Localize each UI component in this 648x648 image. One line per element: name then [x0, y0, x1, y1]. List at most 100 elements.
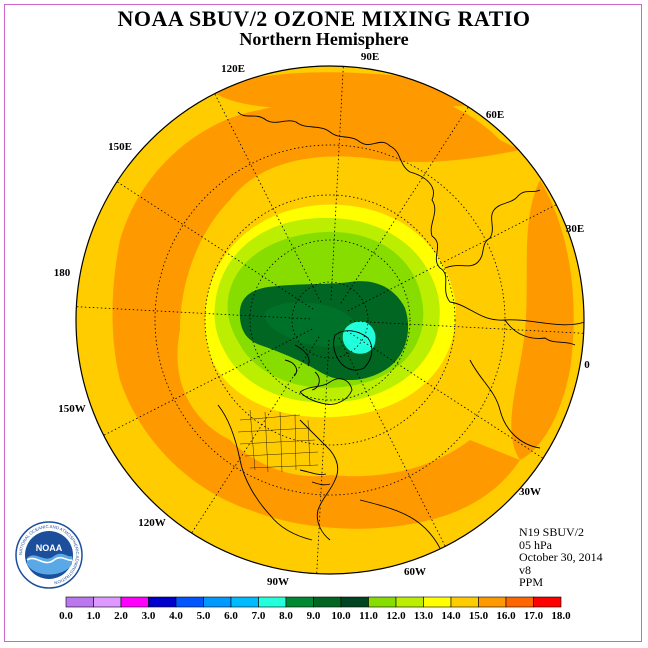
longitude-label: 30E	[566, 223, 584, 235]
us-state-borders	[237, 409, 319, 473]
graticule	[76, 66, 584, 574]
colorbar-swatch	[505, 596, 534, 608]
longitude-label: 120W	[138, 517, 166, 529]
colorbar-swatch	[533, 596, 562, 608]
colorbar-label: 11.0	[359, 610, 378, 622]
meridian-line	[191, 336, 320, 534]
colorbar-label: 12.0	[386, 610, 406, 622]
coast-north-america-east	[299, 419, 339, 541]
colorbar-swatch	[478, 596, 507, 608]
info-satellite: N19 SBUV/2	[519, 525, 585, 539]
meridian-line	[338, 337, 446, 547]
meridian-line	[349, 320, 584, 334]
longitude-labels: 90E 60E 30E 0 30W 60W 90W 120W 150W 180 150E 120E	[54, 51, 591, 588]
colorbar-swatch	[340, 596, 369, 608]
colorbar-swatch	[175, 596, 204, 608]
meridian-line	[76, 306, 311, 320]
latitude-circle-60	[204, 194, 456, 446]
colorbar-label: 10.0	[331, 610, 351, 622]
colorbar-label: 9.0	[307, 610, 321, 622]
colorbar-label: 5.0	[197, 610, 211, 622]
band-14-15-east	[511, 180, 574, 460]
colorbar-label: 17.0	[524, 610, 544, 622]
colorbar-label: 6.0	[224, 610, 238, 622]
colorbar-label: 0.0	[59, 610, 73, 622]
longitude-label: 180	[54, 267, 71, 279]
coast-hudson-bay	[299, 378, 353, 405]
band-7-8	[342, 321, 376, 354]
longitude-label: 150E	[108, 141, 132, 153]
coast-canadian-archipelago	[284, 344, 320, 391]
map-title: NOAA SBUV/2 OZONE MIXING RATIO	[117, 6, 531, 31]
longitude-label: 120E	[221, 63, 245, 75]
colorbar-label: 1.0	[87, 610, 101, 622]
meridian-line	[346, 330, 544, 459]
colorbar-label: 3.0	[142, 610, 156, 622]
colorbar-swatch	[148, 596, 177, 608]
map-boundary	[75, 65, 585, 575]
colorbar-label: 18.0	[551, 610, 571, 622]
colorbar-swatch	[93, 596, 122, 608]
meridian-line	[103, 328, 313, 436]
info-units: PPM	[519, 575, 544, 589]
meridian-line	[116, 181, 314, 310]
colorbar-label: 7.0	[252, 610, 266, 622]
longitude-label: 90W	[267, 576, 289, 588]
longitude-label: 30W	[519, 486, 541, 498]
info-level: 05 hPa	[519, 537, 552, 552]
colorbar-label: 13.0	[414, 610, 434, 622]
colorbar-label: 2.0	[114, 610, 128, 622]
colorbar-label: 16.0	[496, 610, 516, 622]
coast-south-america	[359, 499, 446, 561]
meridian-line	[340, 106, 469, 304]
band-8-9-interior	[264, 302, 356, 347]
latitude-circle-80	[291, 281, 369, 359]
colorbar-label: 8.0	[279, 610, 293, 622]
meridian-lines	[76, 66, 584, 574]
colorbar-swatch	[313, 596, 342, 608]
colorbar-label: 4.0	[169, 610, 183, 622]
page-frame	[4, 4, 642, 642]
colorbar-swatch	[230, 596, 259, 608]
meridian-line	[214, 93, 322, 303]
map-subtitle: Northern Hemisphere	[239, 29, 409, 49]
colorbar-swatch	[368, 596, 397, 608]
band-9-10	[239, 281, 409, 381]
latitude-circle-70	[249, 239, 411, 401]
coast-north-america-west	[217, 404, 313, 541]
colorbar-label: 15.0	[469, 610, 489, 622]
band-14-15-north	[210, 72, 470, 110]
latitude-circle-50	[154, 144, 506, 496]
longitude-label: 0	[584, 359, 590, 371]
colorbar-swatch	[395, 596, 424, 608]
logo-text: NOAA	[36, 543, 63, 553]
colorbar-swatch	[203, 596, 232, 608]
info-panel: N19 SBUV/2 05 hPa October 30, 2014 v8 PP…	[519, 526, 603, 589]
longitude-label: 90E	[361, 51, 379, 63]
longitude-label: 60E	[486, 109, 504, 121]
colorbar-swatch	[450, 596, 479, 608]
meridian-line	[316, 339, 330, 574]
longitude-label: 60W	[404, 566, 426, 578]
colorbar-label: 14.0	[441, 610, 461, 622]
meridian-line	[347, 204, 557, 312]
colorbar-swatch	[120, 596, 149, 608]
colorbar: 0.0 1.0 2.0 3.0 4.0 5.0 6.0 7.0 8.0 9.0 10.0 11.0 12…	[59, 596, 571, 622]
meridian-line	[330, 66, 344, 301]
coast-eurasia	[237, 111, 584, 326]
noaa-logo: NOAA NATIONAL OCEANIC AND ATMOSPHERIC AD…	[15, 521, 83, 589]
info-version: v8	[519, 562, 531, 577]
colorbar-swatch	[423, 596, 452, 608]
coast-scandinavia	[444, 189, 541, 269]
colorbar-swatch	[65, 596, 94, 608]
colorbar-swatch	[258, 596, 287, 608]
longitude-label: 150W	[58, 403, 86, 415]
coast-europe-south	[504, 319, 576, 346]
info-date: October 30, 2014	[519, 550, 603, 564]
band-14-15-west	[112, 93, 520, 529]
coast-greenland	[333, 330, 373, 371]
coastlines	[217, 111, 584, 561]
colorbar-swatch	[285, 596, 314, 608]
coast-africa	[469, 359, 541, 449]
